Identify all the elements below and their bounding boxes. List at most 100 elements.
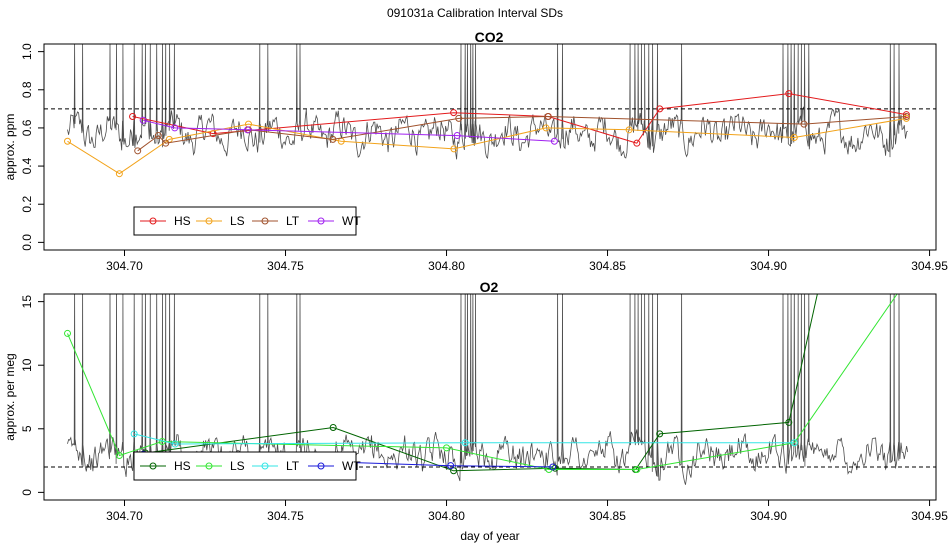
co2-y-axis: 0.0 0.2 0.4 0.6 0.8 1.0 [20, 43, 44, 251]
co2-y-tick-label: 1.0 [20, 43, 34, 60]
o2-point-hs [656, 430, 664, 438]
o2-series-ls [64, 286, 904, 473]
co2-point-ls [64, 137, 72, 145]
co2-point-lt [154, 132, 162, 140]
co2-legend-entry-hs: HS [140, 214, 191, 228]
o2-legend-label: LT [286, 459, 300, 473]
co2-y-tick-label: 0.6 [20, 119, 34, 136]
co2-point-ls [625, 126, 633, 134]
o2-legend-marker [317, 462, 325, 470]
co2-point-ls [542, 124, 550, 132]
co2-legend-label: HS [174, 214, 191, 228]
o2-x-tick-label: 304.75 [267, 509, 304, 523]
o2-point-lt [171, 440, 179, 448]
co2-x-tick-label: 304.95 [911, 259, 948, 273]
o2-point-ls [443, 444, 451, 452]
o2-x-tick-label: 304.95 [911, 509, 948, 523]
co2-point-wt [550, 137, 558, 145]
o2-legend-label: WT [342, 459, 361, 473]
co2-point-lt [902, 112, 910, 120]
co2-legend: HS LS LT WT [133, 206, 361, 236]
o2-point-ls [898, 286, 904, 292]
co2-series-line-ls [67, 117, 907, 175]
co2-point-hs [902, 111, 910, 119]
co2-x-tick-label: 304.70 [106, 259, 143, 273]
co2-panel: CO2 304.70 304.75 304.80 304.85 304.90 304.95… [3, 29, 948, 273]
co2-series-line-lt [137, 115, 907, 152]
o2-legend-marker [149, 462, 157, 470]
co2-point-lt [800, 120, 808, 128]
co2-x-tick-label: 304.85 [589, 259, 626, 273]
x-axis-label: day of year [460, 529, 519, 543]
co2-series-ls [64, 114, 910, 178]
o2-series-lt [130, 430, 798, 448]
co2-point-hs [633, 139, 641, 147]
o2-legend-entry-lt: LT [252, 459, 300, 473]
o2-point-lt [461, 439, 469, 447]
o2-legend-entry-hs: HS [140, 459, 191, 473]
o2-point-lt [790, 439, 798, 447]
co2-y-tick-label: 0.8 [20, 81, 34, 98]
o2-y-axis-label: approx. per meg [3, 353, 17, 440]
co2-y-tick-label: 0.0 [20, 234, 34, 251]
co2-point-hs [656, 105, 664, 113]
o2-point-ls [115, 451, 123, 459]
co2-y-tick-label: 0.2 [20, 196, 34, 213]
figure-suptitle: 091031a Calibration Interval SDs [386, 6, 564, 20]
co2-legend-label: LS [230, 214, 245, 228]
o2-legend-marker [261, 462, 269, 470]
co2-raw-trace [67, 44, 908, 160]
co2-x-tick-label: 304.80 [428, 259, 465, 273]
co2-y-axis-label: approx. ppm [3, 114, 17, 181]
co2-point-ls [115, 170, 123, 178]
co2-legend-label: LT [286, 214, 300, 228]
co2-series-wt [139, 116, 558, 145]
o2-point-hs [450, 467, 458, 475]
o2-series-line-hs [145, 294, 818, 472]
co2-x-axis: 304.70 304.75 304.80 304.85 304.90 304.95 [106, 249, 948, 273]
o2-legend-label: LS [230, 459, 245, 473]
o2-legend-entry-wt: WT [308, 459, 361, 473]
co2-point-lt [162, 139, 170, 147]
co2-point-lt [329, 135, 337, 143]
co2-point-lt [134, 147, 142, 155]
o2-legend-entry-ls: LS [196, 459, 245, 473]
o2-y-tick-label: 15 [20, 295, 34, 309]
o2-point-hs [329, 424, 337, 432]
o2-series-line-ls [67, 294, 898, 470]
co2-legend-marker [149, 217, 157, 225]
co2-point-hs [785, 90, 793, 98]
o2-y-tick-label: 0 [20, 489, 34, 496]
co2-point-ls [450, 145, 458, 153]
co2-point-ls [902, 114, 910, 122]
o2-point-ls [64, 329, 72, 337]
co2-legend-marker [205, 217, 213, 225]
o2-point-hs [785, 418, 793, 426]
co2-point-lt [544, 112, 552, 120]
co2-legend-marker [317, 217, 325, 225]
co2-point-wt [244, 126, 252, 134]
co2-legend-entry-lt: LT [252, 214, 300, 228]
co2-plot-frame [43, 43, 937, 251]
o2-point-wt [549, 463, 557, 471]
co2-point-wt [171, 124, 179, 132]
o2-point-ls [633, 465, 641, 473]
o2-x-tick-label: 304.85 [589, 509, 626, 523]
o2-legend: HS LS LT WT [133, 451, 361, 481]
co2-legend-entry-wt: WT [308, 214, 361, 228]
o2-x-tick-label: 304.90 [750, 509, 787, 523]
o2-y-tick-label: 5 [20, 425, 34, 432]
o2-y-axis: 0 5 10 15 [20, 295, 44, 496]
o2-point-wt [447, 462, 455, 470]
o2-plot-frame [43, 293, 937, 501]
co2-point-wt [453, 132, 461, 140]
co2-legend-entry-ls: LS [196, 214, 245, 228]
o2-panel-title: O2 [480, 279, 499, 295]
co2-y-tick-label: 0.4 [20, 157, 34, 174]
co2-legend-label: WT [342, 214, 361, 228]
o2-x-tick-label: 304.70 [106, 509, 143, 523]
o2-legend-label: HS [174, 459, 191, 473]
co2-legend-marker [261, 217, 269, 225]
o2-legend-marker [205, 462, 213, 470]
